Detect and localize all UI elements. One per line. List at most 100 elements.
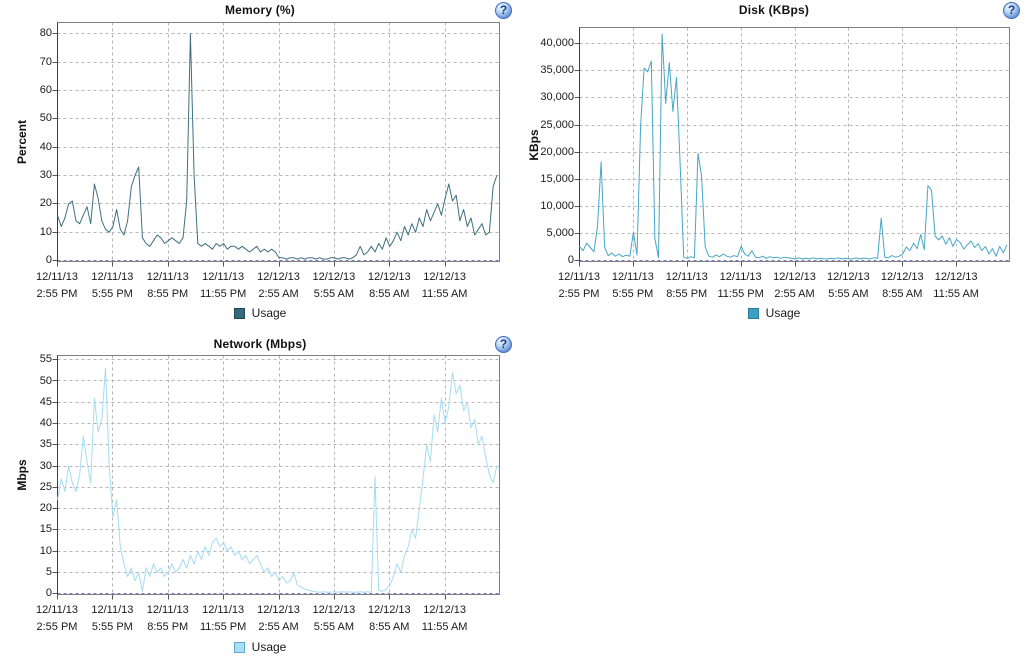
x-tick-time: 8:55 PM <box>666 288 708 300</box>
x-tick-time: 11:55 AM <box>421 288 468 300</box>
y-tick-label: 60 <box>39 84 52 96</box>
x-tick-time: 5:55 AM <box>828 288 869 300</box>
x-tick-label: 12/11/13 8:55 PM <box>666 269 708 303</box>
x-tick-date: 12/12/13 <box>773 271 816 283</box>
network-chart-title: Network (Mbps) <box>213 337 307 351</box>
x-tick-label: 12/12/13 5:55 AM <box>312 602 355 636</box>
x-tick-date: 12/11/13 <box>91 604 134 616</box>
x-tick-time: 5:55 PM <box>91 288 133 300</box>
x-tick-label: 12/11/13 2:55 PM <box>36 602 78 636</box>
y-tick-label: 5,000 <box>546 226 574 239</box>
x-tick-time: 8:55 PM <box>147 621 189 633</box>
y-tick-label: 50 <box>39 374 52 387</box>
x-tick-time: 5:55 AM <box>313 288 355 300</box>
x-tick-label: 12/11/13 11:55 PM <box>717 269 763 303</box>
legend-label: Usage <box>765 306 801 320</box>
x-tick-label: 12/11/13 5:55 PM <box>91 602 133 636</box>
y-tick-label: 70 <box>39 55 52 68</box>
x-tick-time: 2:55 PM <box>36 621 78 633</box>
help-icon[interactable]: ? <box>495 2 512 19</box>
y-tick-label: 15,000 <box>540 172 574 185</box>
memory-chart-title: Memory (%) <box>224 3 295 17</box>
chart-plot-area <box>574 27 1010 267</box>
x-tick-label: 12/11/13 8:55 PM <box>147 602 189 636</box>
legend-swatch <box>233 307 245 319</box>
x-tick-label: 12/12/13 11:55 AM <box>933 269 979 303</box>
y-tick-label: 10 <box>39 225 52 238</box>
x-tick-time: 5:55 PM <box>612 288 654 300</box>
y-tick-label: 35 <box>39 438 52 451</box>
x-tick-label: 12/12/13 11:55 AM <box>422 269 468 303</box>
y-tick-label: 20 <box>39 197 52 210</box>
y-tick-label: 20,000 <box>540 145 574 158</box>
x-tick-date: 12/12/13 <box>312 604 356 616</box>
y-tick-label: 10 <box>39 544 52 557</box>
x-tick-time: 8:55 AM <box>369 621 410 633</box>
x-tick-time: 2:55 AM <box>774 288 815 300</box>
legend-swatch <box>233 641 245 653</box>
y-tick-label: 55 <box>39 353 52 366</box>
y-tick-label: 0 <box>45 254 52 266</box>
plot-border <box>57 355 500 595</box>
x-tick-time: 11:55 PM <box>199 621 247 633</box>
x-tick-date: 12/11/13 <box>611 271 654 283</box>
network-chart-panel: Network (Mbps) ? Mbps Usage 0 5 10 15 20 25 30… <box>0 334 520 670</box>
y-tick-label: 40 <box>39 417 52 429</box>
y-tick-label: 20 <box>39 502 52 514</box>
x-tick-date: 12/11/13 <box>91 271 134 283</box>
chart-plot-area <box>52 22 500 267</box>
x-tick-time: 8:55 AM <box>369 288 410 300</box>
x-tick-label: 12/11/13 11:55 PM <box>200 602 246 636</box>
x-tick-label: 12/12/13 8:55 AM <box>368 269 411 303</box>
x-tick-date: 12/11/13 <box>202 271 245 283</box>
legend: Usage <box>520 306 1028 320</box>
x-tick-time: 11:55 AM <box>933 288 979 300</box>
y-tick-label: 80 <box>39 27 52 40</box>
x-tick-time: 8:55 PM <box>147 288 189 300</box>
help-icon[interactable]: ? <box>495 336 512 353</box>
disk-chart-panel: Disk (KBps) ? KBps Usage 0 5,000 10,000 15,… <box>520 0 1028 334</box>
y-tick-label: 25,000 <box>540 118 574 131</box>
x-tick-label: 12/11/13 11:55 PM <box>200 269 246 303</box>
x-tick-time: 2:55 AM <box>258 621 299 633</box>
x-tick-date: 12/12/13 <box>934 271 978 283</box>
y-tick-label: 35,000 <box>540 64 574 77</box>
x-tick-date: 12/11/13 <box>146 604 189 616</box>
x-tick-date: 12/12/13 <box>423 604 467 616</box>
legend-label: Usage <box>251 306 287 320</box>
x-tick-time: 5:55 PM <box>91 621 133 633</box>
x-tick-time: 2:55 PM <box>36 288 78 300</box>
help-icon[interactable]: ? <box>1003 2 1020 19</box>
x-tick-time: 2:55 PM <box>558 288 600 300</box>
y-tick-label: 40 <box>39 140 52 153</box>
x-tick-time: 11:55 PM <box>199 288 247 300</box>
chart-plot-area <box>52 355 500 600</box>
x-tick-time: 5:55 AM <box>313 621 355 633</box>
y-tick-label: 30,000 <box>540 91 574 104</box>
x-tick-date: 12/12/13 <box>257 271 300 283</box>
x-tick-label: 12/12/13 2:55 AM <box>257 269 300 303</box>
y-tick-label: 40,000 <box>540 37 574 50</box>
legend: Usage <box>0 306 520 320</box>
x-tick-label: 12/11/13 8:55 PM <box>147 269 189 303</box>
x-tick-label: 12/12/13 11:55 AM <box>422 602 468 636</box>
x-tick-date: 12/11/13 <box>665 271 708 283</box>
y-tick-label: 10,000 <box>540 199 574 212</box>
y-tick-label: 15 <box>39 523 52 536</box>
x-tick-label: 12/11/13 2:55 PM <box>36 269 78 303</box>
x-tick-date: 12/11/13 <box>719 271 762 283</box>
usage-series-line <box>57 33 498 260</box>
disk-chart-title: Disk (KBps) <box>738 3 810 17</box>
x-tick-label: 12/11/13 2:55 PM <box>558 269 600 303</box>
x-tick-label: 12/11/13 5:55 PM <box>612 269 654 303</box>
x-tick-label: 12/12/13 8:55 AM <box>881 269 924 303</box>
x-tick-date: 12/12/13 <box>423 271 467 283</box>
x-tick-date: 12/12/13 <box>880 271 924 283</box>
x-tick-date: 12/12/13 <box>826 271 870 283</box>
x-tick-date: 12/11/13 <box>35 271 79 283</box>
x-tick-date: 12/11/13 <box>557 271 601 283</box>
plot-border <box>57 22 500 262</box>
x-tick-date: 12/12/13 <box>367 604 411 616</box>
usage-series-line <box>57 367 498 593</box>
